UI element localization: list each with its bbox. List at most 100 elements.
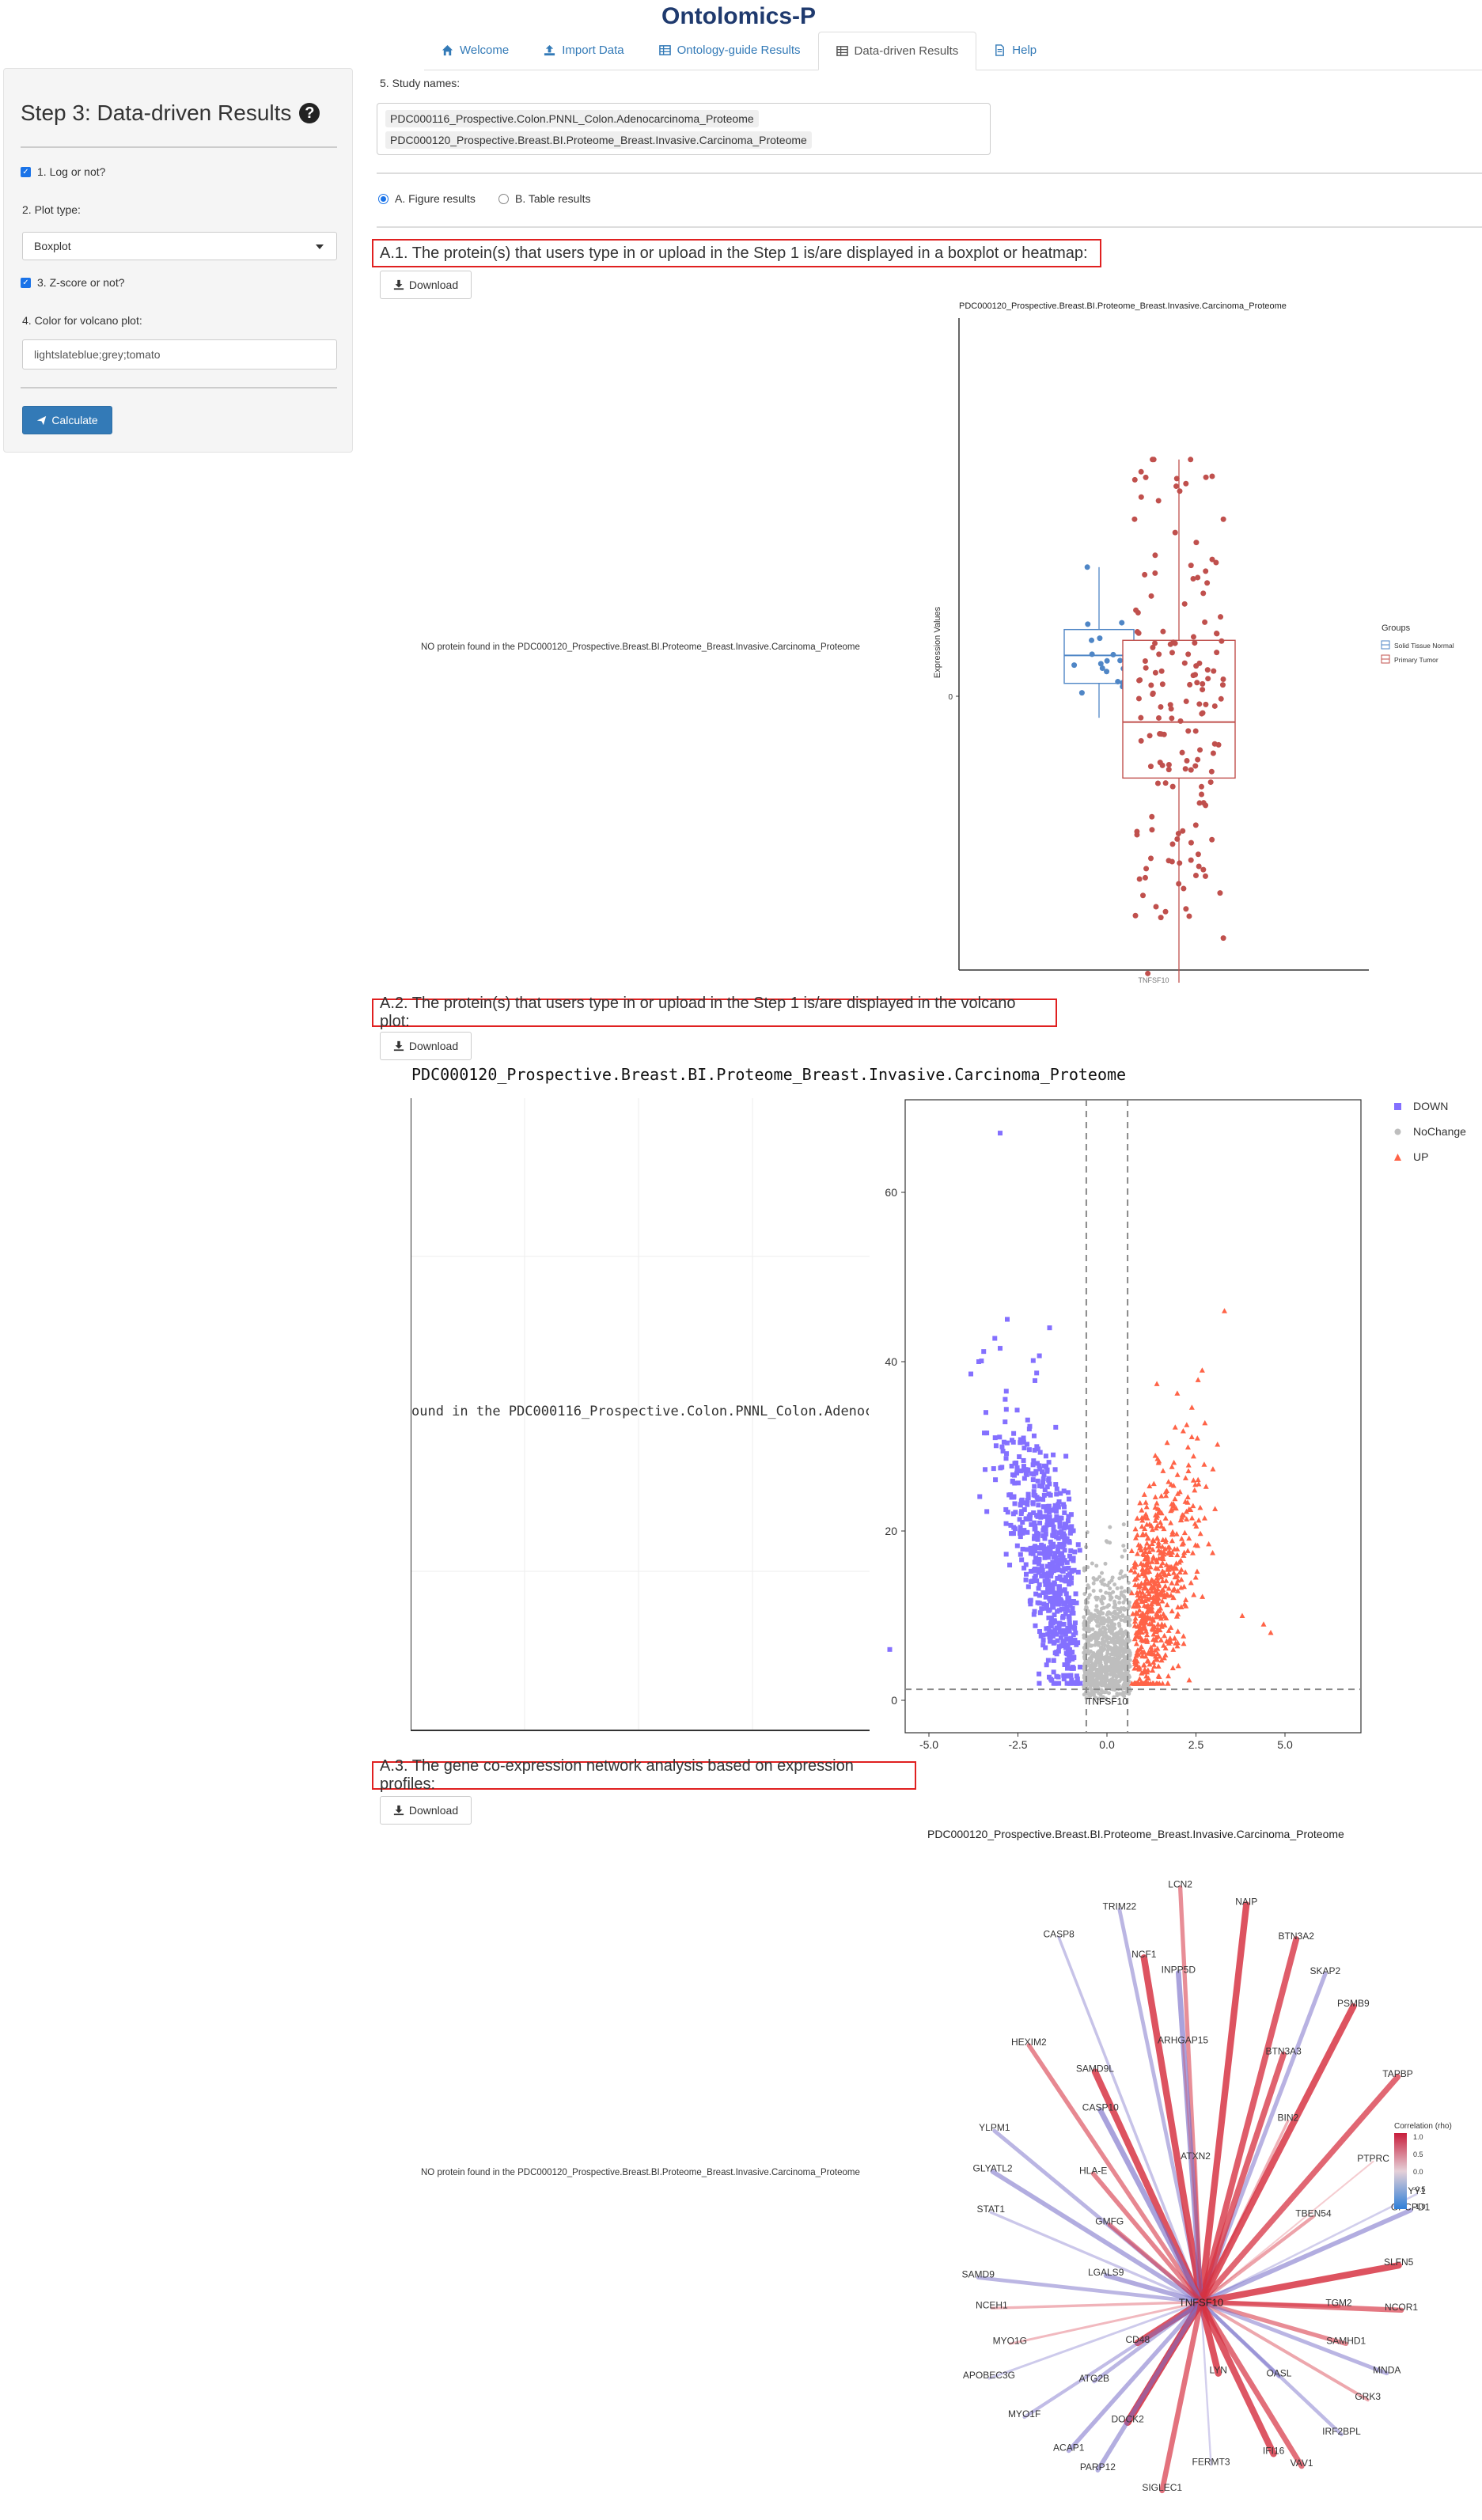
- point-nochange: [1097, 1624, 1101, 1628]
- study-names-input[interactable]: PDC000116_Prospective.Colon.PNNL_Colon.A…: [377, 103, 991, 155]
- point-nochange: [1099, 1606, 1104, 1611]
- point-nochange: [1082, 1692, 1086, 1697]
- point-down: [1048, 1639, 1053, 1644]
- point-nochange: [1112, 1622, 1117, 1627]
- point-up: [1150, 1642, 1157, 1647]
- data-point: [1149, 827, 1155, 833]
- point-down: [1018, 1528, 1023, 1533]
- calculate-button[interactable]: Calculate: [22, 406, 112, 434]
- plot-type-select[interactable]: Boxplot: [22, 232, 337, 260]
- point-up: [1139, 1597, 1145, 1602]
- point-nochange: [1102, 1582, 1107, 1587]
- point-down: [1051, 1544, 1056, 1549]
- point-nochange: [1104, 1590, 1109, 1595]
- volcano-color-input[interactable]: lightslateblue;grey;tomato: [22, 339, 337, 369]
- data-point: [1104, 669, 1110, 675]
- download-a2-button[interactable]: Download: [380, 1032, 472, 1060]
- point-nochange: [1112, 1609, 1117, 1614]
- point-up: [1155, 1608, 1162, 1614]
- point-up: [1172, 1635, 1178, 1641]
- point-up: [1162, 1613, 1168, 1619]
- point-nochange: [1111, 1638, 1116, 1643]
- radio-table-results[interactable]: B. Table results: [498, 192, 590, 205]
- study-chip[interactable]: PDC000120_Prospective.Breast.BI.Proteome…: [385, 131, 812, 149]
- point-down: [1048, 1521, 1053, 1527]
- study-chip[interactable]: PDC000116_Prospective.Colon.PNNL_Colon.A…: [385, 110, 759, 127]
- tab-welcome[interactable]: Welcome: [424, 32, 526, 68]
- point-down: [1037, 1671, 1042, 1677]
- point-nochange: [1128, 1654, 1132, 1658]
- point-up: [1166, 1479, 1172, 1484]
- point-down: [1066, 1597, 1071, 1602]
- point-nochange: [1082, 1615, 1086, 1620]
- tab-data-driven-results[interactable]: Data-driven Results: [817, 32, 977, 70]
- point-up: [1176, 1559, 1182, 1565]
- boxplot-title: PDC000120_Prospective.Breast.BI.Proteome…: [959, 301, 1287, 311]
- zscore-checkbox-row[interactable]: ✓ 3. Z-score or not?: [21, 276, 125, 289]
- point-down: [1051, 1452, 1056, 1457]
- point-up: [1166, 1628, 1172, 1633]
- point-up: [1139, 1670, 1145, 1676]
- y-tick-label: 20: [885, 1525, 897, 1537]
- gene-label: ACAP1: [1053, 2442, 1085, 2454]
- point-up: [1159, 1553, 1166, 1559]
- point-down: [1067, 1681, 1073, 1686]
- point-up: [1190, 1503, 1196, 1509]
- point-up: [1188, 1579, 1194, 1586]
- point-nochange: [1117, 1607, 1122, 1612]
- point-nochange: [1093, 1631, 1097, 1635]
- point-nochange: [1096, 1643, 1101, 1647]
- point-up: [1144, 1515, 1150, 1521]
- point-up: [1164, 1638, 1170, 1643]
- download-a1-button[interactable]: Download: [380, 271, 472, 299]
- point-up: [1158, 1563, 1164, 1568]
- section-a1-heading: A.1. The protein(s) that users type in o…: [372, 239, 1101, 267]
- log-checkbox-row[interactable]: ✓ 1. Log or not?: [21, 165, 105, 178]
- point-nochange: [1099, 1647, 1104, 1652]
- point-up: [1181, 1529, 1188, 1536]
- point-down: [1040, 1480, 1046, 1485]
- radio-button[interactable]: [498, 193, 509, 204]
- point-up: [1154, 1381, 1160, 1386]
- point-down: [1003, 1552, 1009, 1557]
- gene-label: BIN2: [1278, 2112, 1299, 2123]
- data-point: [1214, 650, 1220, 656]
- point-down: [1014, 1470, 1020, 1476]
- point-down: [1051, 1640, 1056, 1646]
- point-down: [1003, 1521, 1009, 1526]
- data-point: [1202, 619, 1208, 625]
- point-nochange: [1117, 1631, 1122, 1635]
- radio-button[interactable]: [378, 193, 389, 204]
- point-up: [1196, 1517, 1202, 1523]
- point-down: [1047, 1510, 1052, 1515]
- point-up: [1151, 1663, 1158, 1669]
- point-down: [1010, 1472, 1016, 1477]
- point-down: [1037, 1582, 1042, 1587]
- point-down: [1047, 1514, 1052, 1520]
- point-down: [1025, 1584, 1031, 1590]
- point-up: [1132, 1618, 1139, 1624]
- point-up: [1195, 1377, 1201, 1382]
- section-a3-heading: A.3. The gene co-expression network anal…: [372, 1757, 916, 1793]
- point-up: [1156, 1542, 1162, 1548]
- help-circle-icon[interactable]: ?: [299, 103, 320, 123]
- radio-figure-results[interactable]: A. Figure results: [378, 192, 476, 205]
- point-down: [1012, 1501, 1018, 1506]
- tab-ontology-guide-results[interactable]: Ontology-guide Results: [642, 32, 818, 68]
- tab-help[interactable]: Help: [976, 32, 1054, 68]
- point-nochange: [1098, 1588, 1103, 1593]
- point-down: [1068, 1635, 1074, 1641]
- point-up: [1162, 1583, 1169, 1589]
- tab-import-data[interactable]: Import Data: [526, 32, 641, 68]
- point-nochange: [1121, 1630, 1126, 1635]
- point-up: [1145, 1579, 1151, 1586]
- point-nochange: [1091, 1576, 1096, 1581]
- log-checkbox[interactable]: ✓: [21, 166, 31, 177]
- point-up: [1179, 1512, 1185, 1518]
- legend-label: NoChange: [1413, 1125, 1466, 1138]
- download-a3-button[interactable]: Download: [380, 1796, 472, 1825]
- point-up: [1158, 1637, 1164, 1643]
- data-point: [1089, 637, 1095, 643]
- data-point: [1099, 665, 1105, 672]
- zscore-checkbox[interactable]: ✓: [21, 277, 31, 288]
